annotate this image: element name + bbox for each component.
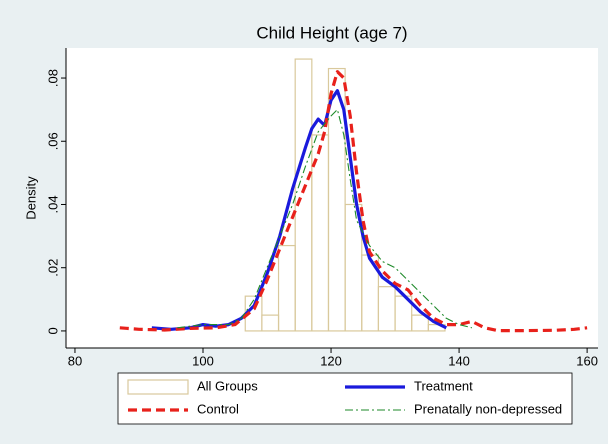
x-tick-label: 140 bbox=[448, 353, 470, 368]
chart-title: Child Height (age 7) bbox=[256, 23, 407, 42]
histogram-bar bbox=[327, 67, 346, 332]
density-line bbox=[177, 109, 473, 329]
y-tick-label: 0 bbox=[45, 327, 60, 334]
y-axis-label: Density bbox=[23, 176, 38, 220]
x-tick-label: 160 bbox=[576, 353, 598, 368]
y-tick-label: .06 bbox=[45, 132, 60, 150]
x-tick-label: 80 bbox=[68, 353, 82, 368]
y-tick-label: .04 bbox=[45, 195, 60, 213]
histogram-bar bbox=[411, 314, 429, 332]
legend-label: Treatment bbox=[414, 378, 473, 393]
legend-swatch bbox=[127, 379, 189, 395]
legend-label: All Groups bbox=[197, 378, 258, 393]
x-tick-label: 100 bbox=[192, 353, 214, 368]
y-tick-label: .02 bbox=[45, 259, 60, 277]
legend bbox=[117, 372, 573, 425]
legend-label: Prenatally non-depressed bbox=[414, 401, 562, 416]
x-tick-label: 120 bbox=[320, 353, 342, 368]
legend-label: Control bbox=[197, 401, 239, 416]
y-tick-label: .08 bbox=[45, 69, 60, 87]
density-line bbox=[119, 70, 588, 333]
